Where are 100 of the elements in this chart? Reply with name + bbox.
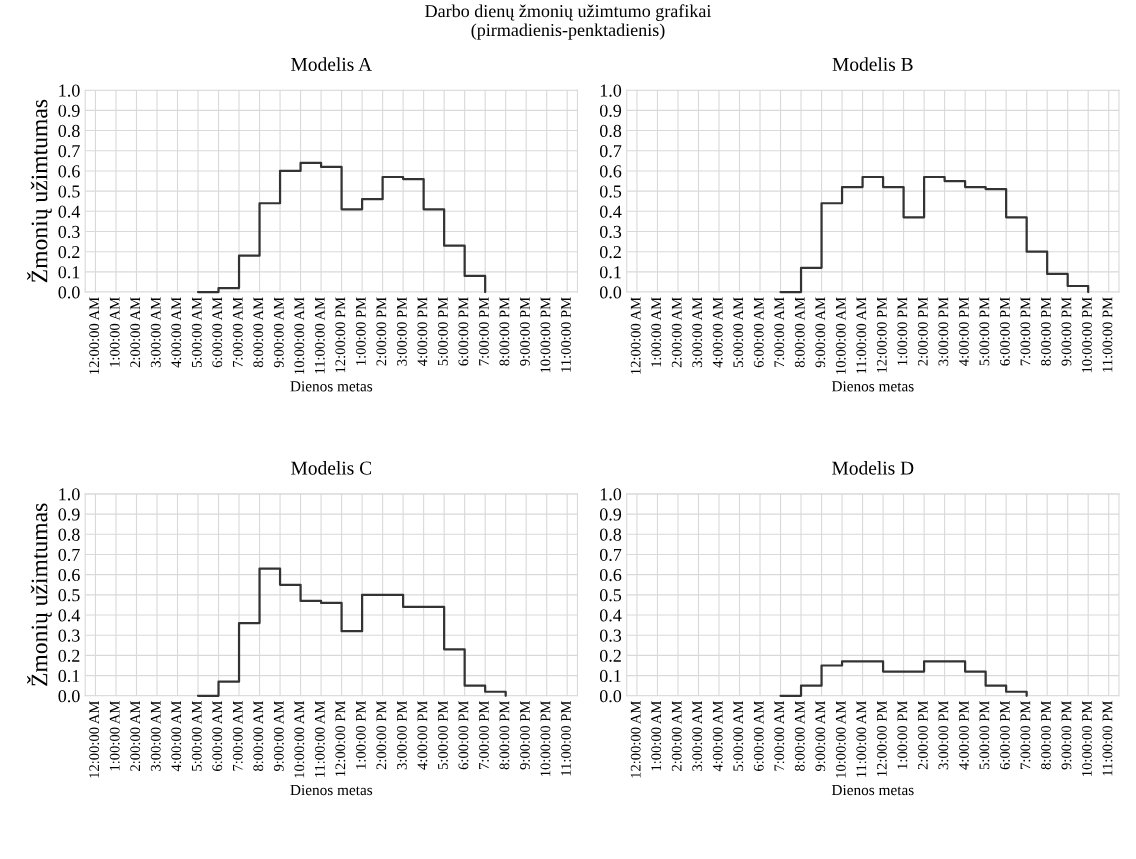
y-tick-label: 0.6	[58, 165, 80, 178]
x-tick-label: 5:00:00 AM	[733, 701, 744, 771]
x-tick-label: 10:00:00 PM	[1082, 701, 1092, 776]
y-tick-label: 0.7	[599, 548, 622, 562]
x-tick-label: 11:00:00 PM	[1102, 297, 1113, 372]
y-tick-label: 0.1	[599, 266, 621, 279]
x-tick-label: 5:00:00 PM	[979, 701, 990, 770]
x-tick-label: 8:00:00 PM	[1040, 701, 1051, 770]
x-tick-label: 12:00:00 PM	[335, 701, 346, 776]
y-tick-label: 0.7	[58, 548, 80, 562]
x-tick-label: 7:00:00 PM	[478, 701, 489, 769]
y-tick-label: 0.2	[58, 649, 80, 662]
x-tick-label: 2:00:00 PM	[917, 297, 928, 366]
x-tick-label: 5:00:00 PM	[979, 297, 990, 366]
x-axis-title: Dienos metas	[290, 381, 373, 392]
chart-subtitle: Darbo dienų žmonių užimtumo grafikai (pirmadienis-penktadienis)	[425, 4, 712, 40]
x-tick-label: 11:00:00 AM	[314, 297, 325, 374]
x-tick-label: 2:00:00 PM	[376, 297, 387, 366]
x-tick-label: 7:00:00 AM	[774, 297, 785, 367]
y-tick-label: 0.4	[599, 205, 622, 218]
y-tick-label: 0.5	[599, 185, 622, 198]
x-tick-label: 3:00:00 PM	[938, 701, 949, 770]
x-tick-label: 9:00:00 PM	[520, 701, 530, 770]
y-tick-label: 0.0	[599, 690, 622, 703]
x-axis-title: Dienos metas	[290, 784, 373, 796]
x-tick-label: 10:00:00 AM	[294, 297, 305, 374]
x-tick-label: 9:00:00 PM	[1061, 297, 1072, 366]
x-tick-label: 12:00:00 AM	[89, 297, 100, 374]
x-tick-label: 2:00:00 PM	[376, 701, 387, 770]
x-tick-label: 12:00:00 PM	[876, 297, 887, 373]
x-tick-label: 8:00:00 AM	[253, 297, 264, 368]
y-tick-label: 0.9	[599, 104, 622, 117]
x-tick-label: 3:00:00 PM	[396, 297, 407, 366]
y-tick-label: 1.0	[59, 488, 80, 501]
x-tick-label: 6:00:00 AM	[753, 297, 764, 368]
x-tick-label: 5:00:00 PM	[437, 297, 448, 366]
x-tick-label: 11:00:00 AM	[314, 701, 325, 778]
x-tick-label: 3:00:00 AM	[692, 701, 703, 771]
chart-title: Modelis C	[291, 460, 372, 475]
x-tick-label: 7:00:00 PM	[1020, 701, 1031, 769]
x-tick-label: 5:00:00 AM	[191, 701, 202, 771]
y-tick-label: 1.0	[59, 84, 80, 97]
y-tick-label: 0.4	[599, 609, 622, 622]
x-tick-label: 7:00:00 AM	[232, 701, 243, 771]
y-tick-label: 0.1	[599, 669, 621, 683]
y-tick-label: 0.1	[58, 266, 80, 279]
x-tick-label: 4:00:00 AM	[712, 701, 723, 772]
x-tick-label: 6:00:00 PM	[458, 297, 469, 366]
y-tick-label: 0.8	[599, 124, 622, 138]
y-tick-label: 1.0	[600, 488, 622, 501]
x-tick-label: 9:00:00 PM	[520, 297, 530, 366]
chart-title: Modelis B	[832, 57, 913, 71]
y-tick-label: 0.4	[58, 205, 81, 218]
y-tick-label: 0.7	[599, 145, 622, 158]
x-tick-label: 7:00:00 PM	[1020, 297, 1031, 366]
x-tick-label: 11:00:00 PM	[1102, 701, 1113, 776]
chart-title: Modelis D	[832, 460, 914, 475]
x-axis-title: Dienos metas	[831, 381, 914, 392]
x-tick-label: 4:00:00 AM	[171, 297, 182, 368]
chart-title: Modelis A	[291, 57, 372, 71]
y-tick-label: 0.6	[599, 568, 622, 582]
y-tick-label: 0.4	[58, 609, 81, 622]
x-tick-label: 1:00:00 PM	[897, 297, 908, 365]
y-tick-label: 0.3	[599, 225, 622, 239]
x-tick-label: 11:00:00 AM	[856, 701, 867, 778]
x-tick-label: 9:00:00 AM	[815, 297, 826, 368]
x-tick-label: 1:00:00 AM	[109, 701, 120, 771]
x-tick-label: 10:00:00 AM	[294, 701, 305, 778]
y-tick-label: 0.6	[58, 568, 80, 582]
x-tick-label: 8:00:00 AM	[794, 701, 805, 771]
y-tick-label: 0.3	[58, 629, 80, 642]
x-tick-label: 4:00:00 PM	[958, 701, 969, 770]
x-tick-label: 6:00:00 PM	[999, 701, 1010, 770]
x-tick-label: 12:00:00 PM	[335, 297, 346, 373]
x-tick-label: 5:00:00 PM	[437, 701, 448, 770]
y-tick-label: 0.8	[58, 124, 80, 138]
x-tick-label: 10:00:00 PM	[1082, 297, 1092, 373]
y-tick-label: 0.8	[58, 528, 80, 541]
x-tick-label: 1:00:00 PM	[355, 297, 366, 365]
x-tick-label: 12:00:00 PM	[876, 701, 887, 776]
y-tick-label: 0.3	[599, 629, 622, 642]
x-tick-label: 6:00:00 PM	[458, 701, 469, 770]
x-tick-label: 1:00:00 AM	[651, 701, 662, 771]
x-tick-label: 6:00:00 AM	[753, 701, 764, 771]
x-tick-label: 3:00:00 AM	[150, 701, 161, 771]
x-tick-label: 3:00:00 AM	[692, 297, 703, 368]
x-tick-label: 1:00:00 PM	[897, 701, 908, 769]
y-tick-label: 0.1	[58, 669, 80, 683]
x-tick-label: 9:00:00 AM	[273, 701, 284, 772]
x-tick-label: 4:00:00 AM	[171, 701, 182, 772]
x-tick-label: 11:00:00 PM	[561, 297, 571, 372]
y-tick-label: 0.0	[58, 690, 80, 703]
x-tick-label: 4:00:00 PM	[958, 297, 969, 366]
x-tick-label: 10:00:00 PM	[540, 297, 551, 373]
x-tick-label: 1:00:00 AM	[651, 297, 662, 367]
y-axis-title: Žmonių užimtumas	[26, 99, 52, 283]
x-tick-label: 8:00:00 PM	[1040, 297, 1051, 366]
y-tick-label: 0.9	[599, 508, 622, 521]
x-tick-label: 2:00:00 PM	[917, 701, 928, 770]
x-tick-label: 7:00:00 AM	[232, 297, 243, 367]
